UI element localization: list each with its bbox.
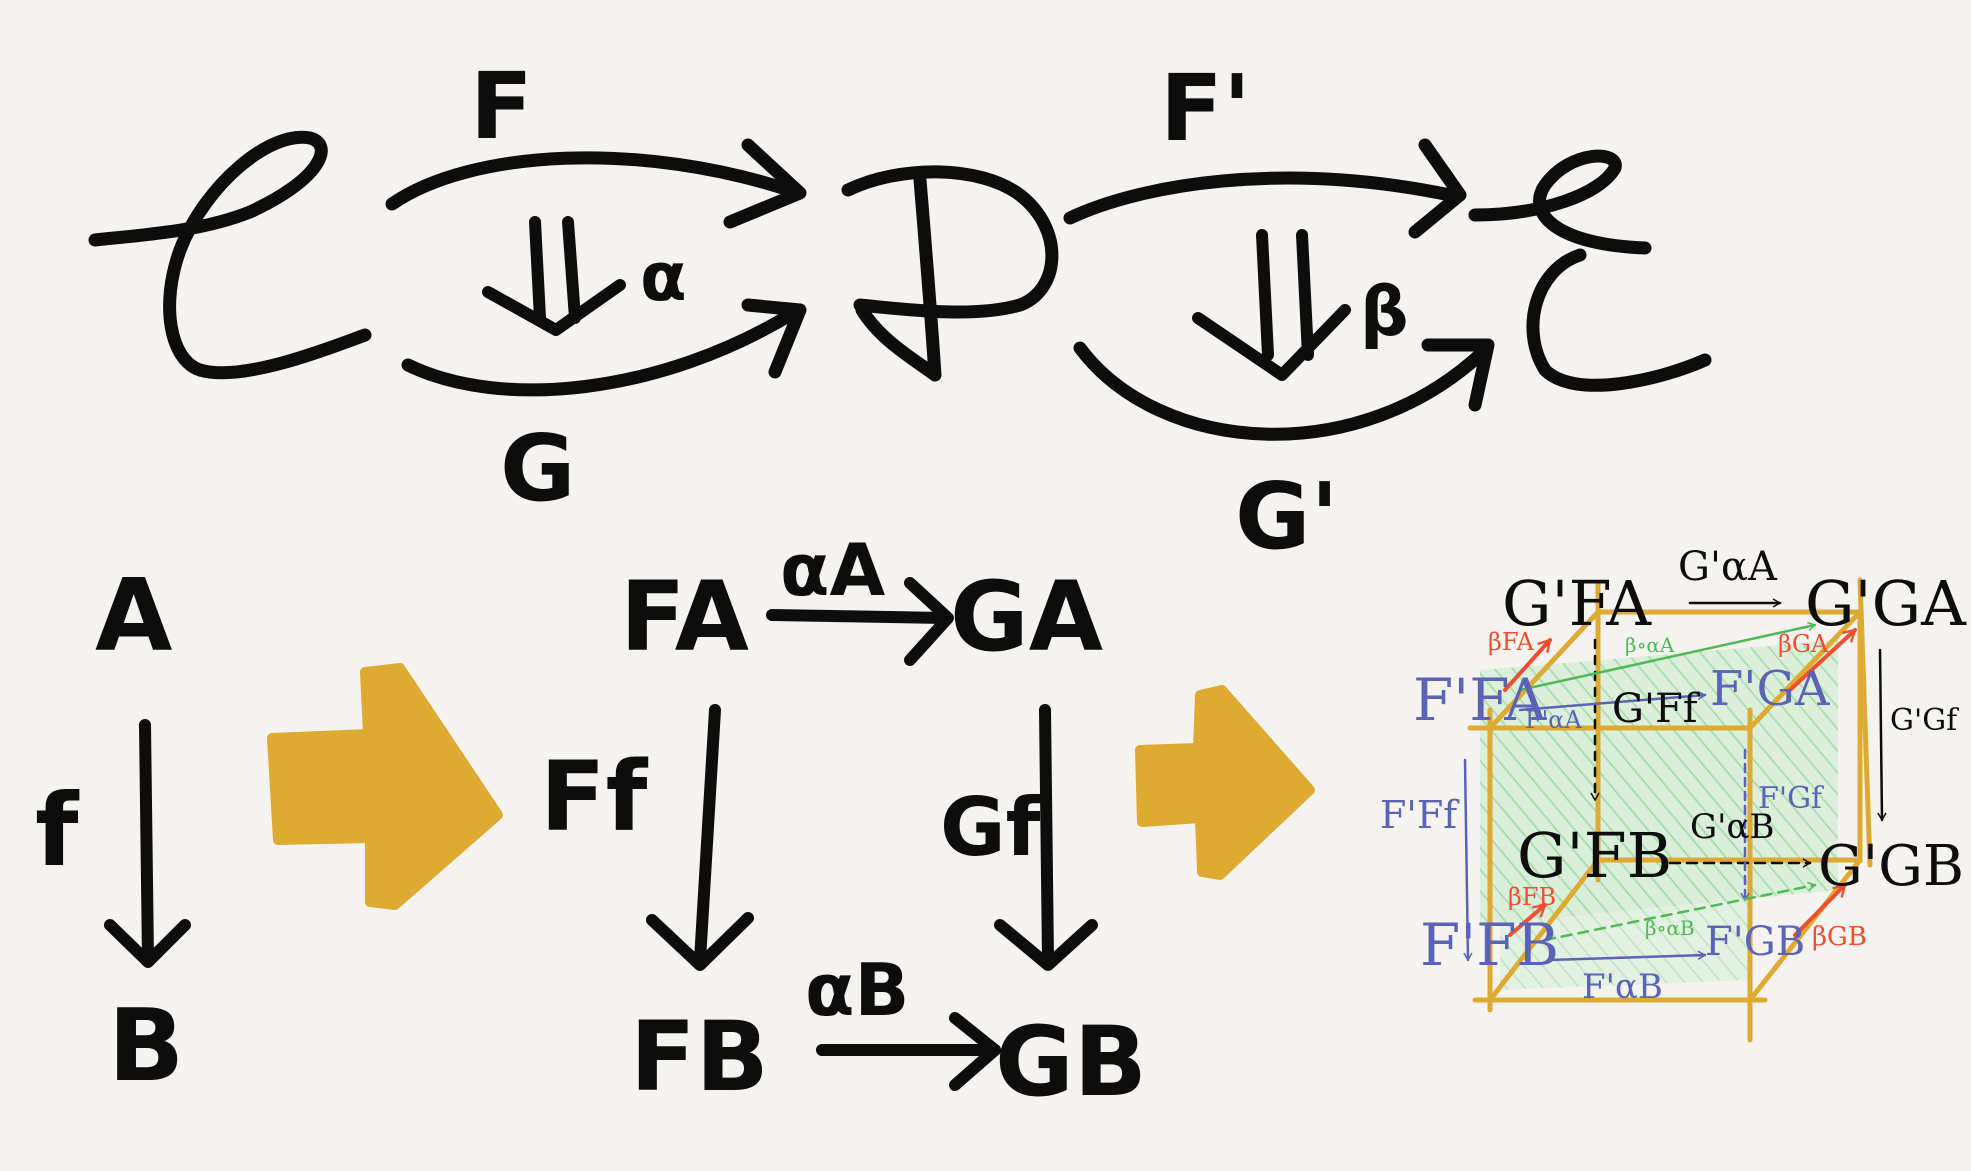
- gf-arrow: [1039, 704, 1054, 966]
- object-ggb: G'GB: [1818, 834, 1964, 899]
- functor-f-label: F: [470, 53, 533, 160]
- naturality-square: FA GA αA Ff Gf FB GB αB: [540, 528, 1147, 1118]
- g-alpha-a-label: G'αA: [1678, 544, 1778, 590]
- beta-fa-label: βFA: [1488, 628, 1534, 656]
- object-gga: G'GA: [1805, 567, 1967, 640]
- alpha-a-label: αA: [780, 528, 885, 612]
- morphism-diagram: A f B: [35, 557, 191, 1104]
- morphism-f-arrow: [139, 719, 154, 966]
- object-gfb: G'FB: [1517, 819, 1672, 892]
- object-ffa: F'FA: [1413, 666, 1547, 734]
- object-gfa: G'FA: [1502, 567, 1652, 640]
- beta-alpha-face-front: [1500, 720, 1750, 990]
- category-e-symbol: ℰ: [1468, 149, 1712, 392]
- alpha-double-arrow: [482, 216, 626, 336]
- object-gb: GB: [995, 1006, 1147, 1118]
- f-alpha-a-label: F'αA: [1525, 706, 1582, 734]
- g-ff-label: G'Ff: [1612, 686, 1701, 732]
- functor-f-prime-arrow: [1063, 138, 1467, 239]
- alpha-label: α: [640, 238, 687, 317]
- object-ga: GA: [950, 561, 1103, 673]
- functor-f-prime-label: F': [1160, 55, 1251, 162]
- object-b: B: [108, 987, 184, 1104]
- beta-alpha-a-label: β∘αA: [1625, 633, 1675, 657]
- beta-label: β: [1360, 273, 1409, 352]
- beta-alpha-b-label: β∘αB: [1645, 916, 1695, 940]
- ff-label: Ff: [540, 741, 649, 853]
- f-alpha-b-label: F'αB: [1582, 967, 1663, 1007]
- object-fa: FA: [620, 561, 749, 673]
- implies-arrow-2: [1135, 685, 1315, 880]
- g-alpha-b-label: G'αB: [1690, 807, 1774, 847]
- alpha-a-arrow: [766, 609, 951, 624]
- category-d-symbol: 𝒟: [841, 165, 1059, 382]
- beta-ga-label: βGA: [1778, 630, 1829, 658]
- g-gf-label: G'Gf: [1890, 703, 1959, 738]
- object-fga: F'GA: [1710, 661, 1831, 717]
- functor-g-prime-arrow: [1073, 338, 1495, 441]
- functor-g-prime-label: G': [1235, 463, 1339, 570]
- functor-g-label: G: [500, 415, 576, 522]
- ff-arrow: [694, 704, 721, 966]
- gf-label: Gf: [940, 781, 1042, 874]
- beta-double-arrow: [1192, 229, 1351, 381]
- beta-gb-label: βGB: [1812, 922, 1867, 952]
- alpha-b-label: αB: [805, 948, 909, 1032]
- category-c-symbol: 𝒞: [88, 130, 372, 380]
- object-ffb: F'FB: [1420, 911, 1559, 979]
- functor-g-arrow: [401, 298, 807, 397]
- naturality-cube: G'FA G'GA G'FB G'GB F'FA F'GA F'FB F'GB …: [1380, 544, 1967, 1043]
- object-fgb: F'GB: [1705, 919, 1805, 965]
- object-fb: FB: [630, 1001, 769, 1113]
- object-a: A: [95, 557, 172, 674]
- morphism-f-label: f: [35, 772, 80, 889]
- functor-f-arrow: [385, 138, 807, 229]
- f-ff-label: F'Ff: [1380, 793, 1460, 837]
- f-gf-label: F'Gf: [1758, 781, 1824, 816]
- beta-fb-label: βFB: [1508, 883, 1556, 911]
- implies-arrow-1: [267, 663, 503, 910]
- top-diagram: 𝒞 F G α 𝒟 F': [88, 53, 1712, 570]
